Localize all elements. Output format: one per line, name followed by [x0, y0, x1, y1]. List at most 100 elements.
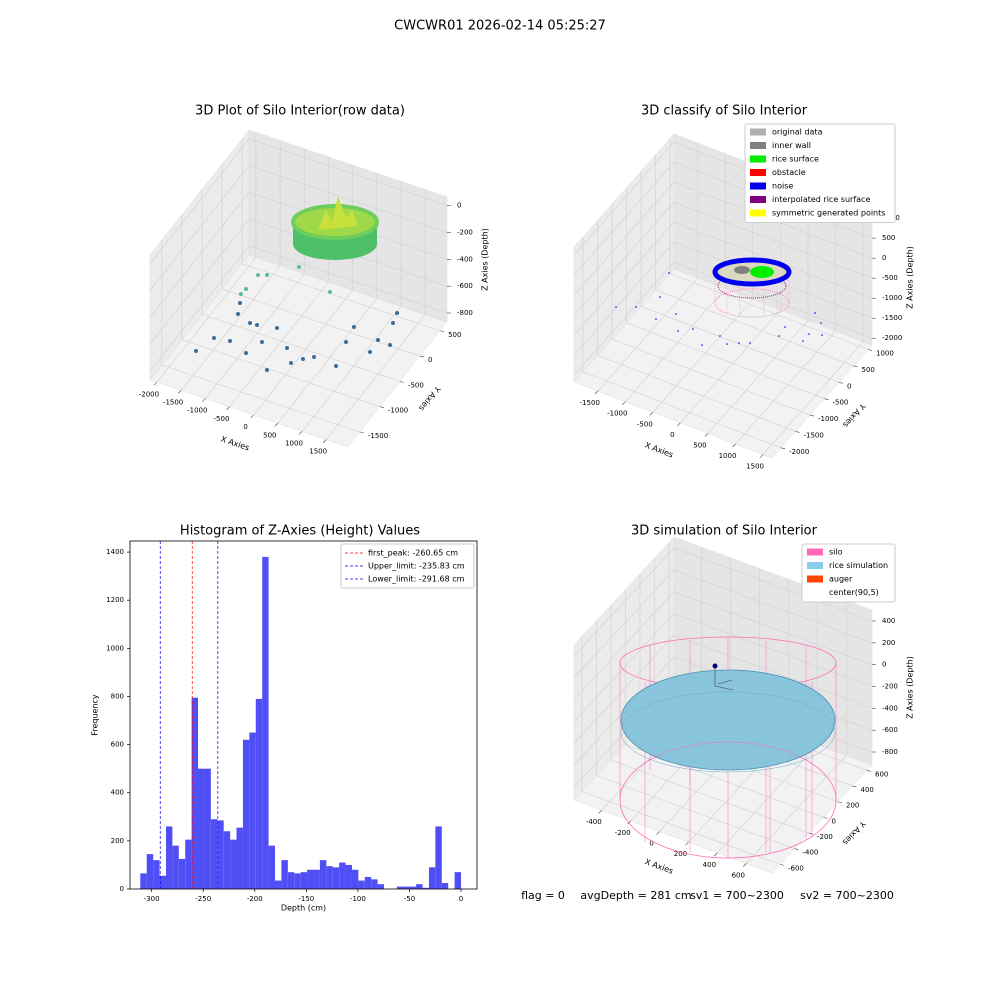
z-tick-label: 0 — [457, 202, 461, 210]
bar — [223, 831, 231, 889]
grid-line — [573, 221, 873, 336]
y-tick-label: -1000 — [818, 415, 838, 423]
grid-line — [597, 143, 699, 392]
bar — [146, 854, 154, 889]
tick-mark — [322, 439, 327, 443]
legend-label: silo — [829, 548, 843, 557]
tick-mark — [867, 349, 873, 351]
bar — [351, 869, 359, 889]
bar — [191, 697, 199, 889]
x-tick-label: 0 — [649, 840, 653, 848]
grid-line — [149, 165, 448, 291]
z-axis-label: Z Axies (Depth) — [906, 656, 915, 719]
grid-line — [180, 140, 281, 391]
x-tick-label: -200 — [615, 829, 631, 837]
chart-title: 3D classify of Silo Interior — [641, 104, 808, 119]
y-tick-label: 400 — [860, 786, 873, 794]
tick-mark — [622, 401, 626, 405]
tick-mark — [627, 820, 631, 825]
x-tick-label: 1000 — [719, 452, 737, 460]
grid-line — [149, 138, 448, 264]
tick-mark — [153, 382, 158, 386]
plot-content — [194, 196, 837, 859]
tick-mark — [649, 412, 654, 416]
grid-line — [581, 636, 781, 865]
bar — [249, 732, 256, 889]
bar — [422, 887, 429, 889]
z-tick-label: 200 — [882, 639, 895, 647]
y-tick-label: -600 — [788, 864, 804, 872]
bar — [454, 872, 462, 889]
y-tick-label: 200 — [846, 802, 859, 810]
tick-mark — [298, 431, 303, 435]
tick-mark — [677, 422, 681, 427]
y-tick-label: 0 — [847, 382, 851, 390]
legend-label: obstacle — [772, 168, 806, 177]
status-text: flag = 0 — [521, 889, 565, 902]
x-tick-label: -400 — [586, 818, 602, 826]
tick-mark — [399, 381, 405, 383]
y-tick-label: -1500 — [803, 431, 823, 439]
grid-line — [221, 164, 421, 357]
tick-mark — [714, 852, 718, 857]
x-tick-label: 500 — [693, 441, 706, 449]
grid-line — [277, 173, 378, 424]
grid-line — [201, 189, 401, 382]
bar — [319, 860, 327, 889]
raw-point-cloud — [194, 196, 399, 372]
bar — [159, 875, 166, 889]
legend-swatch — [807, 562, 823, 569]
x-axis-label: Depth (cm) — [281, 904, 326, 913]
tick-mark — [250, 414, 254, 419]
tick-mark — [759, 454, 764, 458]
z-axis-label: Z Axies (Depth) — [481, 228, 490, 291]
z-tick-label: -600 — [457, 282, 473, 290]
y-tick-label: -1000 — [388, 407, 408, 415]
grid-line — [161, 240, 360, 433]
legend-label: auger — [829, 575, 853, 584]
grid-line — [573, 591, 873, 700]
x-tick-label: 1500 — [746, 463, 764, 471]
bar — [332, 867, 340, 889]
x-tick-label: 500 — [263, 431, 276, 439]
legend-label: first_peak: -260.65 cm — [368, 549, 458, 558]
z-tick-label: -400 — [457, 255, 473, 263]
bar — [165, 826, 173, 889]
y-tick-label: 800 — [111, 692, 124, 700]
tick-mark — [780, 447, 786, 450]
x-tick-label: -50 — [404, 895, 415, 903]
bar — [345, 864, 352, 889]
tick-mark — [823, 817, 828, 819]
bar — [198, 768, 205, 889]
x-tick-label: -2000 — [139, 390, 159, 398]
legend-label: symmetric generated points — [772, 209, 885, 218]
y-tick-label: 0 — [831, 817, 835, 825]
figure-title: CWCWR01 2026-02-14 05:25:27 — [394, 19, 606, 34]
bar — [255, 698, 263, 889]
tick-mark — [838, 382, 844, 384]
tick-mark — [809, 414, 815, 417]
tick-mark — [359, 431, 364, 434]
grid-line — [596, 620, 795, 850]
grid-line — [301, 181, 402, 432]
legend-label: inner wall — [772, 141, 811, 150]
bar — [275, 880, 282, 889]
tick-mark — [226, 406, 230, 411]
x-tick-label: -1000 — [187, 407, 207, 415]
bar — [172, 845, 179, 889]
bar — [307, 869, 314, 889]
tick-mark — [837, 801, 843, 804]
y-tick-label: 0 — [428, 356, 432, 364]
z-tick-label: -2000 — [882, 334, 902, 342]
bar — [441, 882, 449, 889]
tick-mark — [202, 398, 206, 402]
bar — [403, 886, 410, 889]
legend-label: rice simulation — [829, 561, 888, 570]
z-tick-label: 0 — [882, 661, 886, 669]
plot-frame — [129, 540, 478, 890]
classified-point-cloud — [615, 257, 823, 346]
bar — [204, 768, 211, 889]
grid-line — [655, 154, 854, 367]
grid-line — [149, 192, 448, 318]
bar — [153, 860, 160, 889]
